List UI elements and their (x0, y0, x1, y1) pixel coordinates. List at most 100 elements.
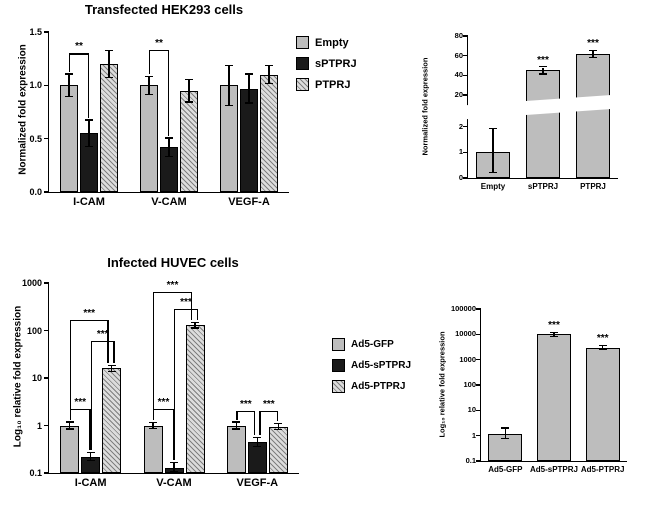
y-tick (463, 55, 468, 57)
error-cap (253, 446, 262, 448)
x-category-label: Empty (480, 182, 506, 191)
error-cap (191, 327, 199, 329)
error-cap (598, 344, 607, 346)
significance-stars: *** (239, 399, 252, 411)
sig-bracket (190, 291, 192, 320)
y-tick (463, 35, 468, 37)
sig-bracket (69, 53, 71, 72)
sig-bracket (107, 319, 109, 363)
significance-stars: *** (180, 297, 192, 309)
y-tick-label: 1 (458, 147, 463, 157)
error-bar (69, 422, 71, 429)
error-cap (145, 75, 153, 77)
significance-stars: *** (157, 397, 170, 409)
y-tick-label: 1000 (21, 278, 42, 288)
error-cap (489, 171, 497, 173)
chart-hek293-summary: Normalized fold expression 0 1 2 20 40 60 80 **… (415, 28, 647, 203)
legend-label: sPTPRJ (315, 57, 357, 70)
y-tick-label: 0.1 (29, 468, 42, 478)
sig-bracket (153, 291, 155, 421)
y-tick-label: 1.0 (29, 80, 42, 91)
sig-bracket (69, 409, 91, 411)
significance-stars: *** (262, 399, 275, 411)
sig-bracket (174, 309, 198, 311)
error-cap (598, 349, 607, 351)
bar-PTPRJ (260, 74, 278, 192)
error-cap (489, 128, 497, 130)
y-tick (44, 329, 49, 332)
y-tick-label: 0.1 (465, 456, 476, 465)
y-tick-label: 10000 (455, 329, 476, 339)
plot-area: 0.1 1 10 100 1000 *** *** *** *** *** *** *** *** I-C… (22, 278, 299, 489)
legend-item: Ad5-GFP (332, 338, 411, 351)
y-tick (476, 359, 481, 361)
error-cap (232, 428, 241, 430)
sig-bracket (167, 50, 169, 136)
y-tick (44, 138, 49, 140)
bar-Ad5-PTPRJ (102, 368, 122, 473)
error-bar (90, 453, 92, 460)
error-cap (65, 96, 73, 98)
legend-item: Ad5-sPTPRJ (332, 359, 411, 372)
error-bar (504, 428, 506, 439)
legend-swatch-hatch (296, 78, 309, 91)
y-tick-label: 100000 (450, 304, 476, 313)
error-cap (107, 371, 116, 373)
x-category-label: Ad5-GFP (488, 465, 523, 474)
y-tick (463, 151, 468, 153)
legend-label: Ad5-GFP (351, 339, 394, 350)
y-tick-label: 10 (31, 373, 42, 383)
y-tick (44, 31, 49, 33)
plot-area: 0.1 1 10 100 1000 10000 100000 *** *** Ad5-GFP Ad5… (451, 304, 627, 474)
significance-stars: *** (83, 307, 95, 319)
chart-hek293: Transfected HEK293 cells Normalized fold… (10, 2, 315, 247)
y-tick (463, 94, 468, 96)
bar-PTPRJ (576, 53, 610, 178)
x-category-label: sPTPRJ (527, 182, 559, 191)
y-tick (476, 460, 481, 462)
y-axis-label: Normalized fold expression (420, 57, 430, 156)
error-cap (65, 421, 74, 423)
legend-swatch-gray (296, 36, 309, 49)
error-cap (165, 155, 173, 157)
sig-bracket (277, 411, 279, 422)
significance-stars: *** (587, 37, 599, 49)
legend-swatch-hatch (332, 380, 345, 393)
sig-bracket (90, 341, 115, 343)
significance-stars: *** (74, 397, 86, 409)
y-tick (463, 177, 468, 179)
bar-Ad5-PTPRJ (185, 325, 205, 473)
bar-Ad5-GFP (60, 425, 80, 473)
y-tick-label: 20 (454, 90, 463, 100)
error-bar (111, 365, 113, 372)
error-bar (235, 422, 237, 429)
error-bar (277, 424, 279, 429)
x-category-label: V-CAM (151, 196, 187, 208)
x-category-label: PTPRJ (580, 182, 606, 191)
sig-bracket (69, 319, 109, 321)
error-bar (602, 345, 604, 350)
bar-Ad5-PTPRJ (268, 426, 288, 473)
error-cap (550, 335, 558, 338)
bar-Ad5-GFP (488, 433, 523, 461)
y-tick-label: 2 (458, 121, 463, 131)
legend-label: Ad5-sPTPRJ (351, 360, 412, 371)
error-cap (185, 101, 193, 103)
error-cap (105, 50, 113, 52)
error-bar (228, 66, 230, 105)
sig-bracket (174, 309, 176, 461)
y-axis-label: Normalized fold expression (17, 44, 29, 175)
error-bar (168, 138, 170, 156)
chart-title: Infected HUVEC cells (107, 255, 239, 270)
bar-Empty (60, 85, 78, 192)
legend-label: Empty (315, 36, 349, 49)
bar-PTPRJ (180, 90, 198, 192)
error-cap (149, 421, 157, 424)
y-tick-label: 0.0 (29, 187, 42, 197)
error-cap (105, 76, 113, 78)
y-tick (476, 308, 481, 310)
error-cap (149, 427, 157, 429)
legend-item: Ad5-PTPRJ (332, 380, 411, 393)
error-cap (245, 73, 253, 75)
x-category-label: I-CAM (73, 196, 105, 208)
